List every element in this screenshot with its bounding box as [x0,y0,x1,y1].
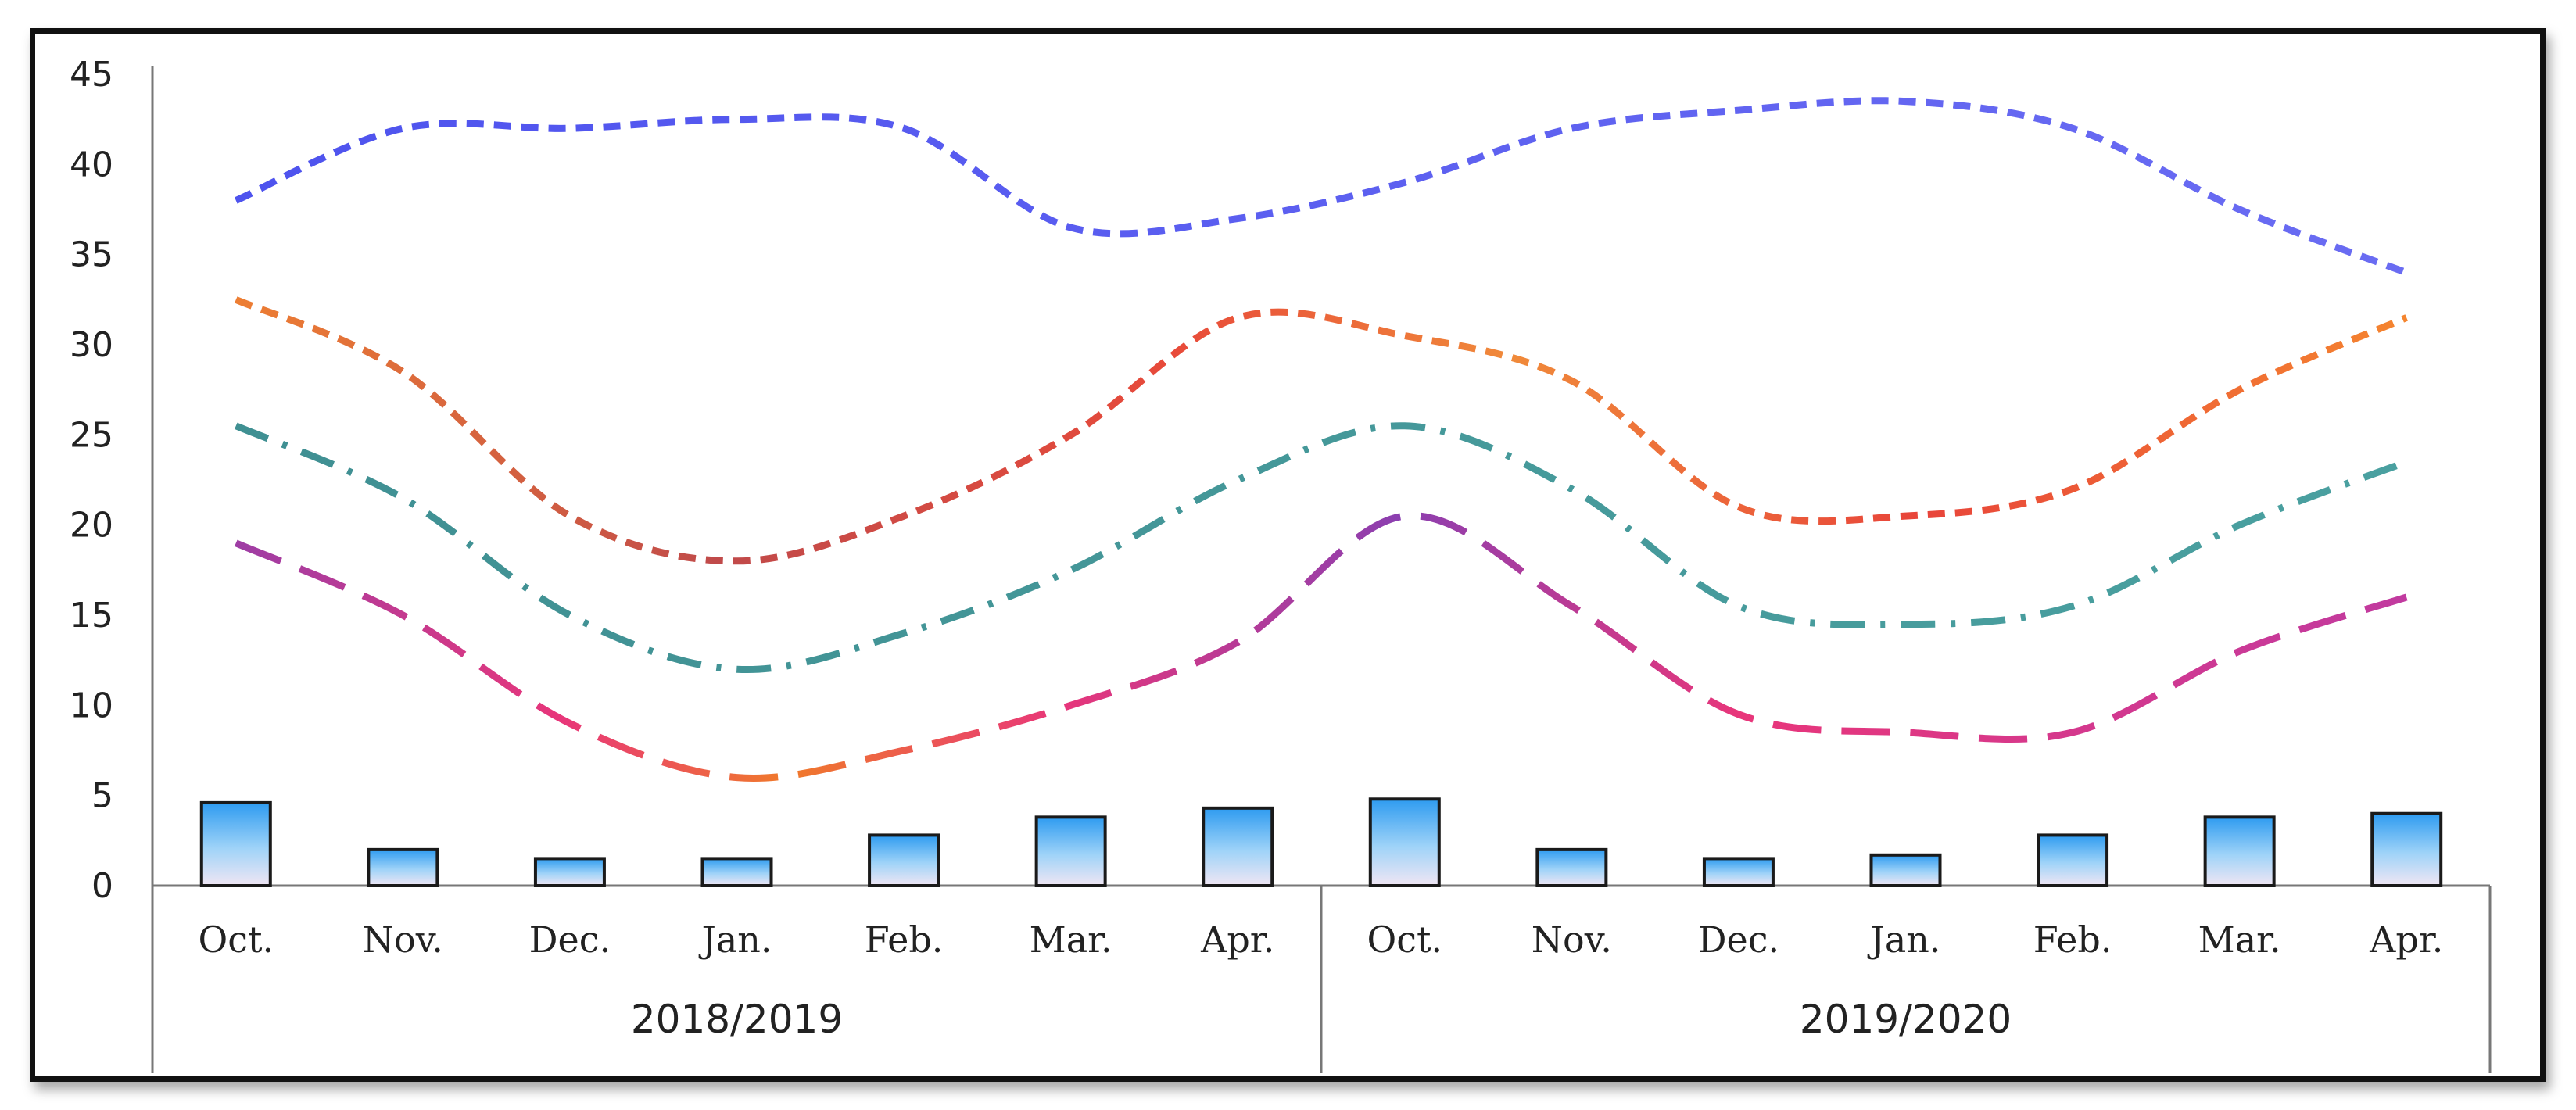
bar [2037,833,2109,887]
bar [199,800,272,887]
x-tick-label: Nov. [1532,918,1612,961]
bar [1034,815,1107,888]
x-tick-label: Jan. [698,918,772,961]
bars-layer [199,797,2443,888]
y-tick-label: 25 [70,415,113,455]
x-tick-label: Dec. [1698,918,1780,961]
bar [1869,853,1942,887]
x-tick-label: Feb. [2033,918,2112,961]
x-tick-label: Mar. [1030,918,1112,961]
x-tick-label: Nov. [363,918,443,961]
bar [1202,806,1274,888]
y-tick-label: 45 [70,55,113,95]
x-tick-label: Feb. [865,918,944,961]
y-tick-label: 40 [70,145,113,184]
bar [1702,857,1775,888]
x-group-label: 2018/2019 [631,997,843,1042]
x-tick-label: Oct. [198,918,274,961]
chart-frame: 2018/2019 2019/2020 0 5 10 15 20 25 30 35 40 45 Oct.… [30,28,2546,1082]
line-series-1 [234,97,2408,276]
x-tick-label: Jan. [1867,918,1940,961]
x-tick-label: Apr. [2369,918,2443,961]
bar [700,857,773,888]
x-tick-label: Apr. [1200,918,1274,961]
y-tick-label: 15 [70,596,113,636]
bar [367,847,439,888]
bar [2370,811,2443,888]
y-tick-label: 20 [70,506,113,546]
x-tick-label: Dec. [529,918,611,961]
y-tick-label: 0 [91,866,113,906]
x-tick-label: Mar. [2198,918,2281,961]
line-series-3 [235,422,2408,674]
x-group-label: 2019/2020 [1800,997,2012,1042]
line-series-4 [235,512,2408,782]
chart-svg: 2018/2019 2019/2020 0 5 10 15 20 25 30 35 40 45 Oct.… [70,55,2492,1073]
y-tick-label: 10 [70,686,113,725]
bar [1368,797,1441,888]
x-tick-label: Oct. [1367,918,1442,961]
lines-layer [234,97,2408,782]
bar [2203,815,2276,888]
y-tick-label: 5 [91,776,113,816]
bar [868,833,940,887]
y-tick-label: 30 [70,325,113,365]
bar [1535,847,1608,888]
y-tick-label: 35 [70,235,113,275]
labels-layer: 2018/2019 2019/2020 0 5 10 15 20 25 30 35 40 45 Oct.… [70,55,2443,1042]
line-series-2 [235,296,2408,565]
bar [533,857,606,888]
